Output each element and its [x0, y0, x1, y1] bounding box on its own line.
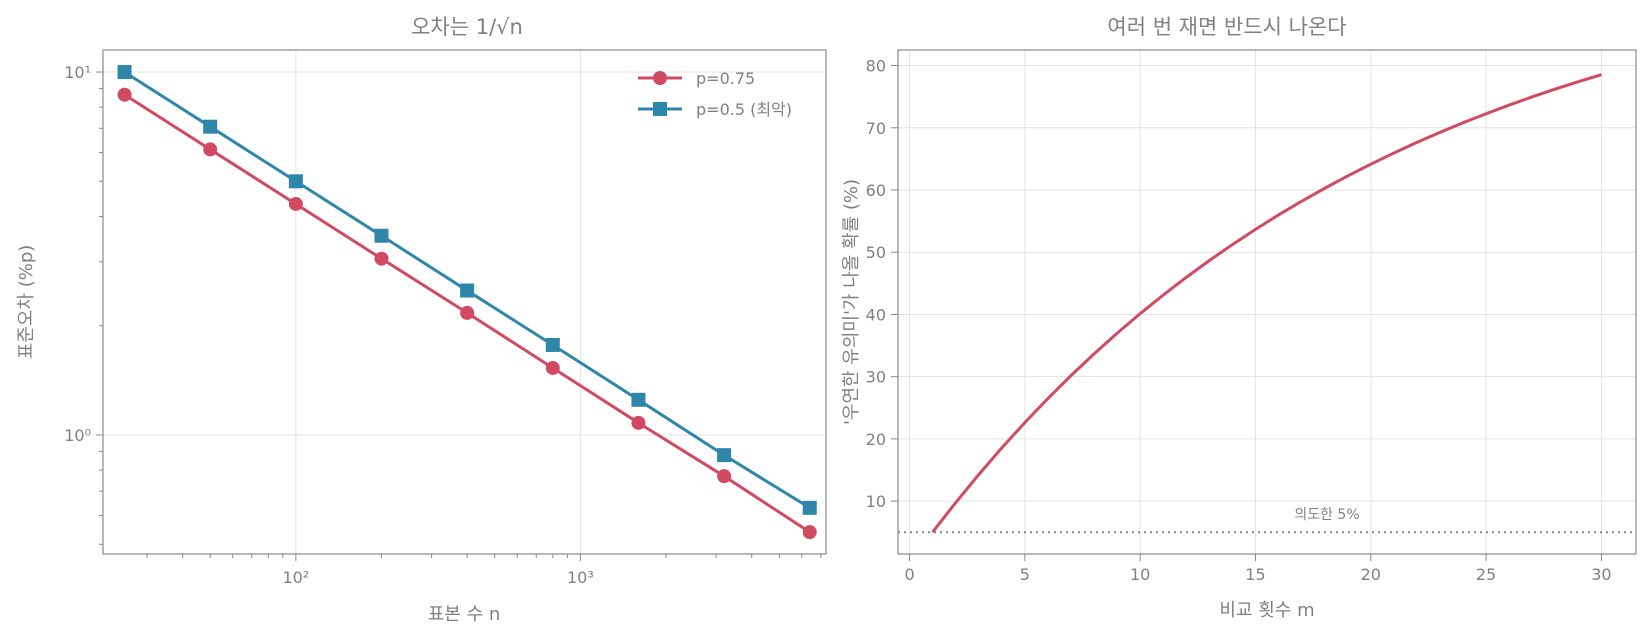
data-point-p05: [117, 65, 132, 80]
data-point-p075: [288, 196, 303, 211]
data-point-p05: [460, 283, 475, 298]
data-point-p05: [288, 174, 303, 189]
false-positive-probability-chart: 여러 번 재면 반드시 나온다 0 5 10 15 20 25 30 10 20 30 40 50 60…: [841, 15, 1637, 621]
data-point-p075: [802, 525, 817, 540]
right-x-tick-label: 15: [1245, 565, 1265, 584]
data-point-p05: [203, 119, 218, 134]
right-y-axis-label: '우연한 유의미'가 나올 확률 (%): [841, 179, 862, 425]
right-plot-frame: [897, 49, 1637, 555]
right-x-axis-label: 비교 횟수 m: [1219, 600, 1314, 621]
left-series: [117, 65, 817, 540]
left-ticks: 10² 10³ 10⁰ 10¹: [64, 63, 822, 587]
data-point-p05: [545, 337, 560, 352]
reference-line-label: 의도한 5%: [1294, 507, 1359, 523]
left-plot-frame: [102, 49, 827, 555]
left-grid: [103, 50, 826, 554]
right-series: [898, 73, 1636, 534]
data-point-p05: [374, 228, 389, 243]
right-x-tick-label: 10: [1130, 565, 1150, 584]
left-x-tick-label: 10²: [282, 568, 309, 587]
right-x-tick-label: 20: [1361, 565, 1381, 584]
data-point-p075: [117, 87, 132, 102]
legend-label-p075: p=0.75: [696, 69, 755, 88]
standard-error-chart: 오차는 1/√n 10² 10³ 10⁰ 10¹ 표본 수 n 표준오차 (%p) p…: [16, 15, 827, 625]
left-x-axis-label: 표본 수 n: [428, 604, 501, 625]
right-chart-title: 여러 번 재면 반드시 나온다: [1107, 15, 1346, 39]
left-y-tick-label: 10⁰: [64, 426, 91, 445]
left-chart-title: 오차는 1/√n: [411, 15, 523, 39]
data-point-p075: [203, 142, 218, 157]
data-point-p05: [802, 500, 817, 515]
left-y-axis-label: 표준오차 (%p): [16, 245, 37, 360]
data-point-p05: [631, 392, 646, 407]
left-y-tick-label: 10¹: [64, 63, 91, 82]
right-y-tick-label: 80: [866, 57, 886, 76]
right-y-tick-label: 60: [866, 181, 886, 200]
right-y-tick-label: 30: [866, 368, 886, 387]
right-y-tick-label: 40: [866, 305, 886, 324]
right-x-tick-label: 5: [1020, 565, 1030, 584]
data-point-p075: [460, 305, 475, 320]
left-x-tick-label: 10³: [567, 568, 594, 587]
probability-curve: [931, 73, 1602, 534]
data-point-p075: [631, 415, 646, 430]
right-y-tick-label: 50: [866, 243, 886, 262]
legend-marker-p05: [653, 102, 667, 116]
right-y-tick-label: 70: [866, 119, 886, 138]
data-point-p075: [717, 469, 732, 484]
data-point-p05: [717, 448, 732, 463]
right-y-tick-label: 10: [866, 492, 886, 511]
data-point-p075: [545, 360, 560, 375]
legend-label-p05: p=0.5 (최악): [696, 100, 792, 119]
right-grid: [898, 50, 1636, 554]
legend-marker-p075: [653, 71, 667, 85]
right-x-tick-label: 30: [1591, 565, 1611, 584]
right-ticks: 0 5 10 15 20 25 30 10 20 30 40 50 60 70 80: [866, 57, 1612, 584]
left-legend: p=0.75 p=0.5 (최악): [638, 69, 792, 119]
data-point-p075: [374, 251, 389, 266]
right-y-tick-label: 20: [866, 430, 886, 449]
right-x-tick-label: 25: [1476, 565, 1496, 584]
right-x-tick-label: 0: [904, 565, 914, 584]
